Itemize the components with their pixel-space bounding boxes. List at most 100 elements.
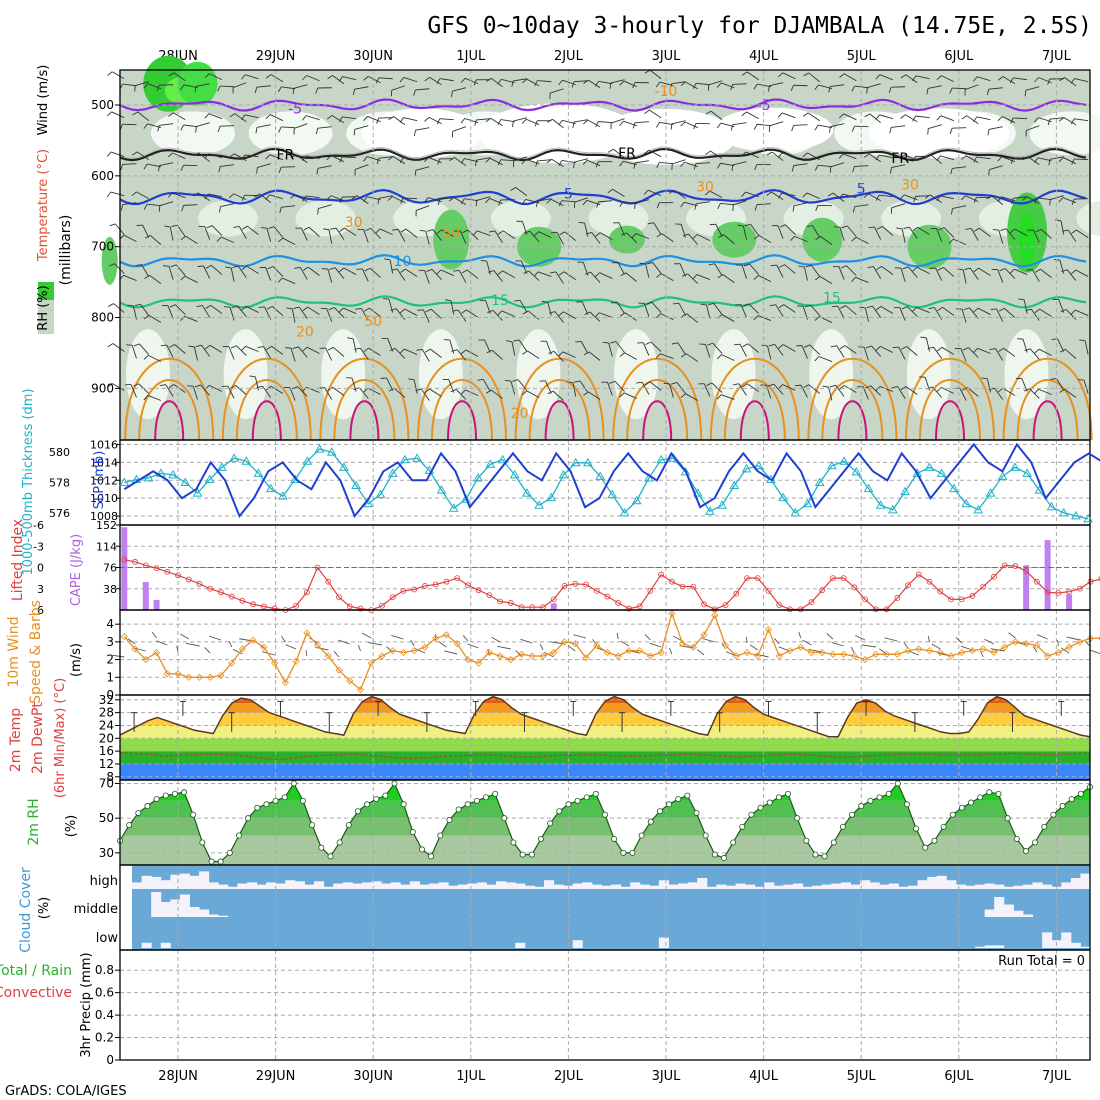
ua-wind-barb: [930, 154, 943, 165]
rh-marker: [867, 797, 874, 804]
ua-wind-barb: [1075, 269, 1089, 277]
ua-wind-barb-flag: [692, 83, 697, 89]
wind-speed-marker: [872, 650, 880, 658]
thickness-marker: [509, 469, 520, 479]
ua-wind-barb: [900, 268, 906, 282]
ua-wind-barb-flag: [938, 227, 945, 231]
sfc-wind-barb: [573, 634, 587, 639]
ua-wind-barb-flag: [741, 71, 748, 76]
cloud-cell: [898, 886, 909, 889]
ua-wind-barb: [708, 80, 723, 86]
ua-wind-barb-flag: [450, 388, 457, 393]
ua-wind-barb: [933, 346, 943, 359]
li-marker: [411, 586, 418, 593]
ua-wind-barb-flag: [997, 156, 1003, 162]
ua-wind-barb: [510, 380, 516, 395]
cloud-cell: [984, 909, 995, 917]
ua-rh-patch: [711, 329, 756, 420]
wind-speed-marker: [238, 645, 246, 653]
ua-wind-barb: [1013, 117, 1028, 120]
rh-marker: [903, 801, 910, 808]
ua-wind-barb: [723, 234, 735, 244]
ua-wind-barb: [807, 112, 820, 122]
ua-wind-barb: [391, 85, 406, 91]
cloud-cell: [1080, 873, 1091, 889]
ua-wind-barb-flag: [973, 347, 978, 353]
rh-marker: [464, 801, 471, 808]
ua-wind-barb-flag: [168, 112, 174, 117]
ua-wind-barb: [832, 192, 845, 203]
ua-wind-barb-flag: [419, 229, 426, 232]
date-label-bottom: 2JUL: [554, 1069, 584, 1084]
ua-wind-barb-flag: [693, 163, 697, 170]
ua-wind-barb: [703, 383, 711, 397]
ua-wind-barb: [175, 304, 186, 315]
ua-wind-barb: [137, 111, 150, 122]
ua-wind-barb-flag: [912, 75, 917, 82]
li-marker: [701, 601, 707, 608]
ua-wind-barb: [966, 115, 979, 125]
ua-wind-barb-flag: [852, 206, 856, 213]
ua-wind-barb-flag: [143, 83, 149, 89]
ua-wind-barb: [970, 228, 979, 241]
li-marker: [239, 597, 246, 604]
ua-wind-barb: [1067, 229, 1077, 242]
ua-wind-barb-flag: [257, 346, 264, 348]
rh-marker: [968, 799, 975, 806]
sfc-wind-barb: [444, 650, 458, 655]
rh-marker: [748, 811, 755, 818]
cloud-cell: [601, 885, 612, 889]
thickness-marker: [522, 488, 532, 497]
ua-wind-barb: [294, 123, 308, 129]
ua-wind-barb-flag: [486, 77, 492, 82]
ua-wind-barb-flag: [814, 356, 820, 362]
cloud-cell: [1022, 914, 1034, 917]
ua-wind-barb: [379, 228, 393, 236]
sfc-wind-barb: [520, 638, 533, 644]
pr-tick-label: 0: [106, 1053, 114, 1067]
thickness-marker: [595, 471, 605, 480]
pr-frame: [119, 949, 1091, 1061]
li-marker: [915, 571, 922, 578]
ua-ylabel: (millibars): [58, 215, 74, 286]
ua-wind-barb: [517, 379, 528, 391]
li-marker: [808, 599, 815, 606]
ua-wind-barb-flag: [424, 157, 429, 163]
ua-wind-barb: [811, 264, 821, 277]
ua-wind-barb: [459, 230, 467, 244]
ua-wind-barb: [925, 337, 930, 352]
wind-speed-line: [123, 611, 1100, 691]
ua-wind-barb-flag: [584, 271, 591, 275]
ua-wind-barb: [386, 377, 394, 391]
ua-wind-barb: [746, 71, 759, 81]
cloud-cell: [860, 880, 871, 889]
cloud-cell: [524, 885, 535, 889]
isotherm-15: [119, 295, 1087, 309]
ua-wind-barb: [1076, 229, 1089, 238]
ua-wind-barb-flag: [732, 383, 739, 386]
rh-marker: [1041, 823, 1048, 830]
ua-wind-barb-flag: [205, 304, 211, 309]
ua-wind-barb-flag: [462, 229, 469, 234]
ua-wind-barb: [940, 155, 955, 161]
cloud-cell: [1070, 878, 1081, 889]
ua-wind-barb-flag: [716, 122, 722, 129]
ua-wind-barb-flag: [828, 86, 831, 93]
ua-wind-barb: [269, 154, 284, 161]
ua-wind-barb-flag: [671, 382, 678, 385]
rh-marker: [1032, 839, 1039, 846]
wind-speed-marker: [1011, 638, 1019, 646]
ua-wind-barb: [525, 199, 540, 204]
ua-wind-barb-flag: [558, 351, 564, 357]
ua-wind-barb-flag: [754, 164, 758, 171]
cloud-cell: [515, 942, 526, 948]
ua-wind-barb-flag: [293, 306, 300, 309]
ua-wind-barb-flag: [427, 229, 434, 232]
ua-wind-barb-flag: [851, 126, 855, 132]
ua-wind-barb-flag: [487, 309, 494, 313]
ua-wind-barb-flag: [339, 156, 343, 163]
li-marker: [658, 571, 665, 578]
wind-speed-marker: [228, 659, 236, 667]
rh-marker: [492, 790, 499, 797]
ua-wind-barb: [648, 189, 662, 197]
